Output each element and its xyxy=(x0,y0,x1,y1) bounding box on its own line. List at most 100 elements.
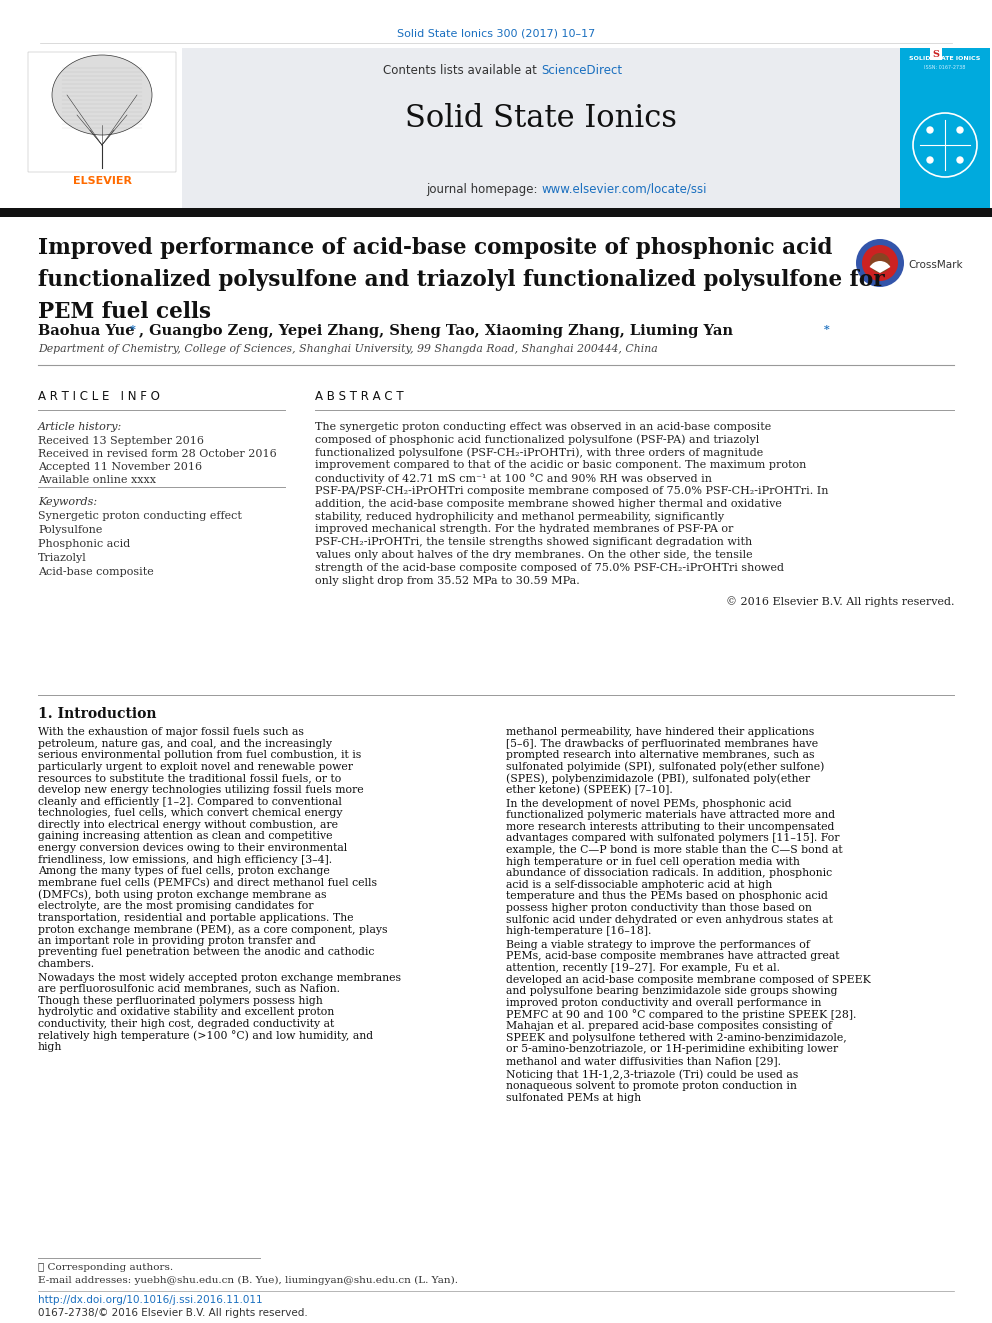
Text: With the exhaustion of major fossil fuels such as: With the exhaustion of major fossil fuel… xyxy=(38,728,304,737)
Text: addition, the acid-base composite membrane showed higher thermal and oxidative: addition, the acid-base composite membra… xyxy=(315,499,782,509)
Text: PEMFC at 90 and 100 °C compared to the pristine SPEEK [28].: PEMFC at 90 and 100 °C compared to the p… xyxy=(506,1009,856,1020)
Text: high: high xyxy=(38,1043,62,1052)
Text: CrossMark: CrossMark xyxy=(908,261,962,270)
FancyBboxPatch shape xyxy=(900,48,990,208)
Text: PSF-PA/PSF-CH₂-iPrOHTri composite membrane composed of 75.0% PSF-CH₂-iPrOHTri. I: PSF-PA/PSF-CH₂-iPrOHTri composite membra… xyxy=(315,486,828,496)
Text: ScienceDirect: ScienceDirect xyxy=(541,64,622,77)
Text: Received in revised form 28 October 2016: Received in revised form 28 October 2016 xyxy=(38,448,277,459)
Text: an important role in providing proton transfer and: an important role in providing proton tr… xyxy=(38,935,315,946)
Text: A R T I C L E   I N F O: A R T I C L E I N F O xyxy=(38,390,160,404)
Text: Triazolyl: Triazolyl xyxy=(38,553,86,564)
Text: (SPES), polybenzimidazole (PBI), sulfonated poly(ether: (SPES), polybenzimidazole (PBI), sulfona… xyxy=(506,774,810,785)
FancyBboxPatch shape xyxy=(0,208,992,217)
Text: Contents lists available at: Contents lists available at xyxy=(383,64,541,77)
Text: S: S xyxy=(932,50,939,60)
Text: methanol and water diffusivities than Nafion [29].: methanol and water diffusivities than Na… xyxy=(506,1056,781,1066)
Text: A B S T R A C T: A B S T R A C T xyxy=(315,390,404,404)
Text: membrane fuel cells (PEMFCs) and direct methanol fuel cells: membrane fuel cells (PEMFCs) and direct … xyxy=(38,877,377,888)
Text: stability, reduced hydrophilicity and methanol permeability, significantly: stability, reduced hydrophilicity and me… xyxy=(315,512,724,521)
Text: functionalized polysulfone (PSF-CH₂-iPrOHTri), with three orders of magnitude: functionalized polysulfone (PSF-CH₂-iPrO… xyxy=(315,447,763,458)
Ellipse shape xyxy=(52,56,152,135)
Text: hydrolytic and oxidative stability and excellent proton: hydrolytic and oxidative stability and e… xyxy=(38,1007,334,1017)
Text: http://dx.doi.org/10.1016/j.ssi.2016.11.011: http://dx.doi.org/10.1016/j.ssi.2016.11.… xyxy=(38,1295,263,1304)
Text: www.elsevier.com/locate/ssi: www.elsevier.com/locate/ssi xyxy=(541,183,706,196)
Text: Solid State Ionics 300 (2017) 10–17: Solid State Ionics 300 (2017) 10–17 xyxy=(397,28,595,38)
Text: ELSEVIER: ELSEVIER xyxy=(72,176,132,187)
Text: petroleum, nature gas, and coal, and the increasingly: petroleum, nature gas, and coal, and the… xyxy=(38,738,332,749)
Text: resources to substitute the traditional fossil fuels, or to: resources to substitute the traditional … xyxy=(38,774,341,783)
Text: high temperature or in fuel cell operation media with: high temperature or in fuel cell operati… xyxy=(506,856,800,867)
Circle shape xyxy=(927,127,933,134)
Text: prompted research into alternative membranes, such as: prompted research into alternative membr… xyxy=(506,750,814,761)
Text: advantages compared with sulfonated polymers [11–15]. For: advantages compared with sulfonated poly… xyxy=(506,833,839,843)
FancyBboxPatch shape xyxy=(28,52,176,172)
Text: Baohua Yue: Baohua Yue xyxy=(38,324,140,337)
Text: proton exchange membrane (PEM), as a core component, plays: proton exchange membrane (PEM), as a cor… xyxy=(38,925,388,935)
Text: cleanly and efficiently [1–2]. Compared to conventional: cleanly and efficiently [1–2]. Compared … xyxy=(38,796,342,807)
Text: Acid-base composite: Acid-base composite xyxy=(38,568,154,577)
Text: high-temperature [16–18].: high-temperature [16–18]. xyxy=(506,926,652,937)
Text: Keywords:: Keywords: xyxy=(38,497,97,507)
Text: acid is a self-dissociable amphoteric acid at high: acid is a self-dissociable amphoteric ac… xyxy=(506,880,772,890)
Text: only slight drop from 35.52 MPa to 30.59 MPa.: only slight drop from 35.52 MPa to 30.59… xyxy=(315,576,579,586)
Text: temperature and thus the PEMs based on phosphonic acid: temperature and thus the PEMs based on p… xyxy=(506,892,828,901)
Text: electrolyte, are the most promising candidates for: electrolyte, are the most promising cand… xyxy=(38,901,313,912)
Text: preventing fuel penetration between the anodic and cathodic: preventing fuel penetration between the … xyxy=(38,947,374,958)
Text: SPEEK and polysulfone tethered with 2-amino-benzimidazole,: SPEEK and polysulfone tethered with 2-am… xyxy=(506,1032,847,1043)
Text: Accepted 11 November 2016: Accepted 11 November 2016 xyxy=(38,462,202,472)
Text: functionalized polysulfone and triazolyl functionalized polysulfone for: functionalized polysulfone and triazolyl… xyxy=(38,269,885,291)
Text: Article history:: Article history: xyxy=(38,422,122,433)
Text: Noticing that 1H-1,2,3-triazole (Tri) could be used as: Noticing that 1H-1,2,3-triazole (Tri) co… xyxy=(506,1069,799,1080)
Text: ⋆ Corresponding authors.: ⋆ Corresponding authors. xyxy=(38,1263,174,1271)
FancyBboxPatch shape xyxy=(930,48,942,60)
Text: methanol permeability, have hindered their applications: methanol permeability, have hindered the… xyxy=(506,728,814,737)
Text: [5–6]. The drawbacks of perfluorinated membranes have: [5–6]. The drawbacks of perfluorinated m… xyxy=(506,738,818,749)
Circle shape xyxy=(870,253,890,273)
Text: Mahajan et al. prepared acid-base composites consisting of: Mahajan et al. prepared acid-base compos… xyxy=(506,1021,832,1031)
Text: © 2016 Elsevier B.V. All rights reserved.: © 2016 Elsevier B.V. All rights reserved… xyxy=(725,597,954,607)
Text: Solid State Ionics: Solid State Ionics xyxy=(405,103,677,134)
Text: strength of the acid-base composite composed of 75.0% PSF-CH₂-iPrOHTri showed: strength of the acid-base composite comp… xyxy=(315,562,784,573)
Text: sulfonic acid under dehydrated or even anhydrous states at: sulfonic acid under dehydrated or even a… xyxy=(506,914,833,925)
Text: functionalized polymeric materials have attracted more and: functionalized polymeric materials have … xyxy=(506,810,835,820)
Text: improvement compared to that of the acidic or basic component. The maximum proto: improvement compared to that of the acid… xyxy=(315,460,806,471)
Text: technologies, fuel cells, which convert chemical energy: technologies, fuel cells, which convert … xyxy=(38,808,342,818)
Text: Department of Chemistry, College of Sciences, Shanghai University, 99 Shangda Ro: Department of Chemistry, College of Scie… xyxy=(38,344,658,355)
Text: more research interests attributing to their uncompensated: more research interests attributing to t… xyxy=(506,822,834,832)
Text: serious environmental pollution from fuel combustion, it is: serious environmental pollution from fue… xyxy=(38,750,361,761)
Text: improved proton conductivity and overall performance in: improved proton conductivity and overall… xyxy=(506,998,821,1008)
Text: In the development of novel PEMs, phosphonic acid: In the development of novel PEMs, phosph… xyxy=(506,799,792,808)
Text: Received 13 September 2016: Received 13 September 2016 xyxy=(38,437,204,446)
Text: SOLID STATE IONICS: SOLID STATE IONICS xyxy=(910,56,981,61)
Text: develop new energy technologies utilizing fossil fuels more: develop new energy technologies utilizin… xyxy=(38,785,364,795)
Text: chambers.: chambers. xyxy=(38,959,95,968)
Text: possess higher proton conductivity than those based on: possess higher proton conductivity than … xyxy=(506,904,811,913)
Text: PEMs, acid-base composite membranes have attracted great: PEMs, acid-base composite membranes have… xyxy=(506,951,839,962)
Text: ISSN: 0167-2738: ISSN: 0167-2738 xyxy=(925,65,965,70)
Circle shape xyxy=(856,239,904,287)
Text: directly into electrical energy without combustion, are: directly into electrical energy without … xyxy=(38,820,338,830)
Text: sulfonated PEMs at high: sulfonated PEMs at high xyxy=(506,1093,641,1102)
Text: Available online xxxx: Available online xxxx xyxy=(38,475,156,486)
Text: particularly urgent to exploit novel and renewable power: particularly urgent to exploit novel and… xyxy=(38,762,353,771)
Text: Polysulfone: Polysulfone xyxy=(38,525,102,534)
Text: The synergetic proton conducting effect was observed in an acid-base composite: The synergetic proton conducting effect … xyxy=(315,422,771,433)
Text: energy conversion devices owing to their environmental: energy conversion devices owing to their… xyxy=(38,843,347,853)
Text: are perfluorosulfonic acid membranes, such as Nafion.: are perfluorosulfonic acid membranes, su… xyxy=(38,984,340,994)
Text: abundance of dissociation radicals. In addition, phosphonic: abundance of dissociation radicals. In a… xyxy=(506,868,832,878)
Text: gaining increasing attention as clean and competitive: gaining increasing attention as clean an… xyxy=(38,831,332,841)
Text: 1. Introduction: 1. Introduction xyxy=(38,706,157,721)
Text: 0167-2738/© 2016 Elsevier B.V. All rights reserved.: 0167-2738/© 2016 Elsevier B.V. All right… xyxy=(38,1308,308,1318)
Text: PEM fuel cells: PEM fuel cells xyxy=(38,302,211,323)
Text: Though these perfluorinated polymers possess high: Though these perfluorinated polymers pos… xyxy=(38,996,322,1005)
Text: developed an acid-base composite membrane composed of SPEEK: developed an acid-base composite membran… xyxy=(506,975,871,984)
Text: values only about halves of the dry membranes. On the other side, the tensile: values only about halves of the dry memb… xyxy=(315,550,753,560)
Text: nonaqueous solvent to promote proton conduction in: nonaqueous solvent to promote proton con… xyxy=(506,1081,797,1091)
Circle shape xyxy=(927,157,933,163)
Text: Phosphonic acid: Phosphonic acid xyxy=(38,538,130,549)
Text: (DMFCs), both using proton exchange membrane as: (DMFCs), both using proton exchange memb… xyxy=(38,889,326,900)
Text: , Guangbo Zeng, Yepei Zhang, Sheng Tao, Xiaoming Zhang, Liuming Yan: , Guangbo Zeng, Yepei Zhang, Sheng Tao, … xyxy=(139,324,733,337)
Text: and polysulfone bearing benzimidazole side groups showing: and polysulfone bearing benzimidazole si… xyxy=(506,986,837,996)
Text: composed of phosphonic acid functionalized polysulfone (PSF-PA) and triazolyl: composed of phosphonic acid functionaliz… xyxy=(315,435,759,446)
Text: Improved performance of acid-base composite of phosphonic acid: Improved performance of acid-base compos… xyxy=(38,237,832,259)
